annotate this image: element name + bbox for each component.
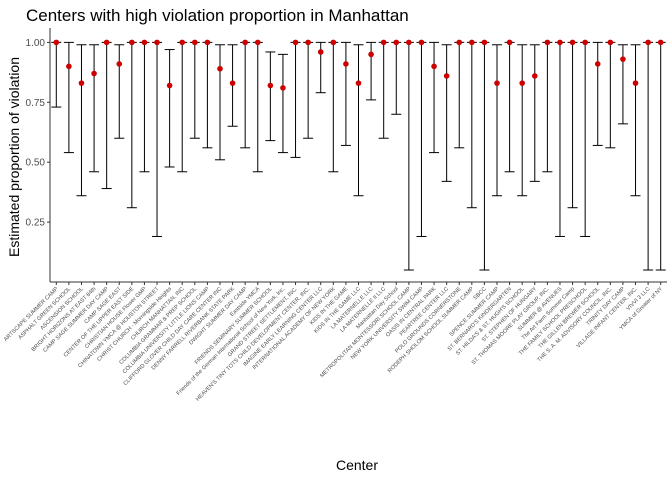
- data-point: [531, 73, 538, 79]
- data-point: [66, 63, 72, 70]
- data-point: [103, 39, 110, 46]
- data-point: [456, 39, 463, 46]
- y-tick-label: 0.50: [26, 158, 46, 169]
- data-point: [620, 56, 626, 62]
- y-tick-label: 0.25: [26, 218, 46, 229]
- data-point: [431, 63, 437, 70]
- data-point: [481, 39, 488, 46]
- data-point: [569, 39, 576, 46]
- chart-title: Centers with high violation proportion i…: [26, 6, 409, 25]
- x-axis-label: Center: [336, 457, 378, 473]
- y-tick-label: 1.00: [26, 38, 46, 49]
- data-point: [393, 39, 400, 46]
- data-point: [217, 65, 223, 72]
- data-point: [657, 39, 664, 46]
- data-point: [406, 39, 412, 46]
- data-point: [53, 39, 60, 46]
- data-point: [594, 61, 601, 67]
- data-point: [179, 39, 186, 46]
- data-point: [632, 80, 639, 86]
- data-point: [229, 80, 236, 86]
- data-point: [645, 39, 651, 46]
- data-point: [544, 39, 551, 46]
- data-point: [380, 39, 387, 46]
- data-point: [292, 39, 299, 46]
- data-point: [154, 39, 160, 46]
- data-point: [192, 39, 198, 46]
- data-point: [305, 39, 311, 46]
- data-point: [141, 39, 148, 46]
- data-point: [254, 39, 261, 46]
- data-point: [280, 85, 286, 91]
- data-point: [418, 39, 425, 46]
- data-point: [506, 39, 513, 46]
- data-point: [494, 80, 500, 86]
- data-point: [78, 80, 85, 86]
- data-point: [129, 39, 135, 46]
- y-tick-label: 0.75: [26, 98, 46, 109]
- data-point: [330, 39, 337, 46]
- data-point: [469, 39, 475, 46]
- data-point: [443, 73, 450, 79]
- data-point: [317, 49, 324, 55]
- data-point: [91, 70, 97, 77]
- data-point: [166, 82, 173, 89]
- data-point: [116, 61, 123, 67]
- y-axis-label: Estimated proportion of violation: [6, 57, 22, 257]
- data-point: [267, 82, 274, 89]
- data-point: [204, 39, 211, 46]
- data-point: [355, 80, 362, 86]
- data-point: [607, 39, 614, 46]
- data-point: [557, 39, 563, 46]
- data-point: [519, 80, 525, 86]
- data-point: [368, 51, 374, 58]
- data-point: [582, 39, 588, 46]
- data-point: [242, 39, 248, 46]
- data-point: [343, 61, 349, 67]
